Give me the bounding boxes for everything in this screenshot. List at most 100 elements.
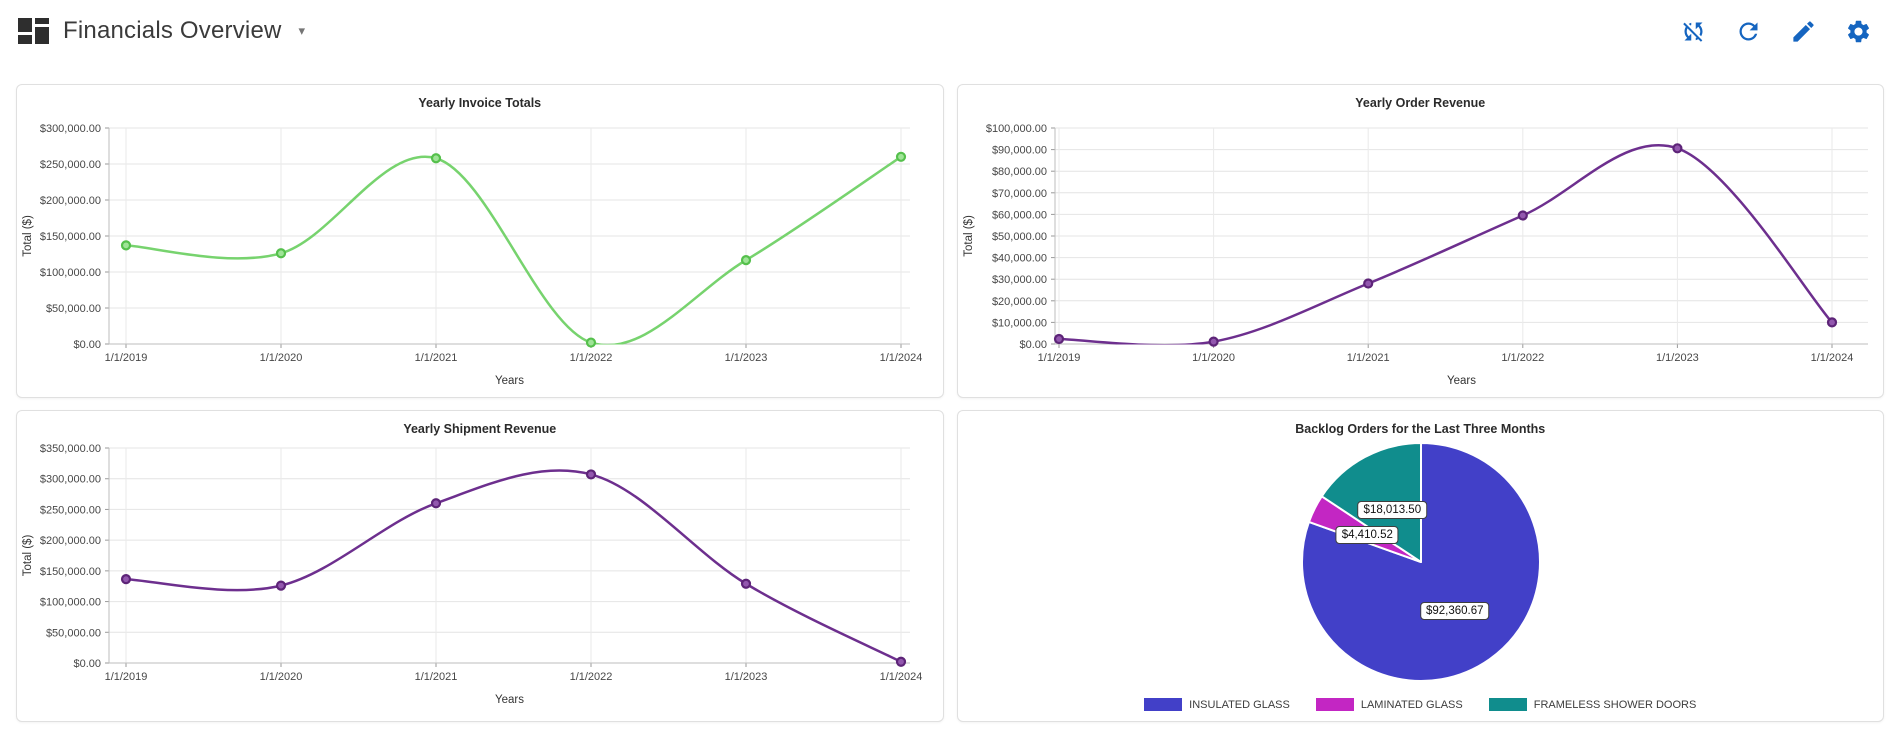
legend-label: FRAMELESS SHOWER DOORS (1533, 698, 1697, 711)
line-chart-svg: $0.00 $50,000.00 $100,000.00 $150,000.00 $20… (22, 123, 923, 387)
svg-text:$200,000.00: $200,000.00 (40, 195, 101, 207)
svg-text:$300,000.00: $300,000.00 (40, 123, 101, 135)
svg-text:$60,000.00: $60,000.00 (991, 209, 1046, 221)
svg-text:1/1/2024: 1/1/2024 (1810, 352, 1853, 364)
data-point[interactable] (740, 255, 752, 266)
legend-label: LAMINATED GLASS (1360, 698, 1463, 711)
chart-title: Yearly Shipment Revenue (403, 422, 557, 436)
dashboard-title-group: Financials Overview ▾ (18, 17, 305, 45)
data-point[interactable] (275, 580, 287, 591)
svg-text:$40,000.00: $40,000.00 (991, 253, 1046, 265)
svg-text:1/1/2024: 1/1/2024 (880, 352, 923, 364)
chart-title: Yearly Order Revenue (1355, 96, 1486, 110)
toolbar (1680, 18, 1872, 45)
svg-text:1/1/2021: 1/1/2021 (1346, 352, 1389, 364)
edit-button[interactable] (1790, 18, 1817, 45)
svg-text:1/1/2019: 1/1/2019 (1037, 352, 1080, 364)
settings-button[interactable] (1845, 18, 1872, 45)
data-point[interactable] (1208, 336, 1219, 347)
svg-text:1/1/2021: 1/1/2021 (415, 671, 458, 683)
legend-item-frameless-shower-doors[interactable]: FRAMELESS SHOWER DOORS (1488, 698, 1697, 711)
svg-text:1/1/2019: 1/1/2019 (105, 671, 148, 683)
data-line (125, 155, 902, 345)
data-point[interactable] (895, 656, 907, 667)
data-point[interactable] (1362, 278, 1373, 289)
pie-chart-backlog-orders[interactable]: $92,360.67 $4,410.52 $18,013.50 (958, 441, 1884, 683)
chart-card-yearly-invoice-totals: Yearly Invoice Totals $0.00 $50,000.00 $10… (16, 84, 944, 398)
data-point[interactable] (895, 151, 907, 162)
data-point[interactable] (585, 337, 597, 348)
svg-text:$70,000.00: $70,000.00 (991, 188, 1046, 200)
svg-text:1/1/2023: 1/1/2023 (1655, 352, 1698, 364)
svg-text:$150,000.00: $150,000.00 (40, 231, 101, 243)
svg-text:$300,000.00: $300,000.00 (40, 474, 101, 486)
legend-item-laminated-glass[interactable]: LAMINATED GLASS (1315, 698, 1463, 711)
data-line (1058, 143, 1833, 345)
svg-text:$50,000.00: $50,000.00 (46, 303, 101, 315)
pie-legend: INSULATED GLASS LAMINATED GLASS FRAMELES… (958, 698, 1884, 711)
sync-disabled-button[interactable] (1680, 18, 1707, 45)
app-header: Financials Overview ▾ (0, 0, 1900, 62)
line-chart-yearly-invoice-totals[interactable]: $0.00 $50,000.00 $100,000.00 $150,000.00 $20… (17, 85, 943, 397)
chart-card-backlog-orders: Backlog Orders for the Last Three Months… (956, 410, 1884, 722)
chart-title: Backlog Orders for the Last Three Months (1295, 422, 1546, 436)
svg-text:1/1/2022: 1/1/2022 (570, 671, 613, 683)
svg-text:$50,000.00: $50,000.00 (991, 231, 1046, 243)
svg-text:1/1/2023: 1/1/2023 (725, 671, 768, 683)
chart-title: Yearly Invoice Totals (418, 96, 542, 110)
svg-text:1/1/2020: 1/1/2020 (260, 352, 303, 364)
legend-swatch (1144, 698, 1183, 711)
svg-text:1/1/2023: 1/1/2023 (725, 352, 768, 364)
data-point[interactable] (430, 153, 442, 164)
legend-swatch (1315, 698, 1354, 711)
svg-text:Years: Years (1447, 375, 1476, 387)
legend-swatch (1488, 698, 1527, 711)
legend-label: INSULATED GLASS (1189, 698, 1290, 711)
data-point[interactable] (275, 248, 287, 259)
data-point[interactable] (1517, 210, 1528, 221)
svg-text:$100,000.00: $100,000.00 (985, 123, 1046, 135)
legend-item-insulated-glass[interactable]: INSULATED GLASS (1144, 698, 1290, 711)
svg-text:Years: Years (495, 694, 524, 706)
svg-text:$150,000.00: $150,000.00 (40, 566, 101, 578)
pie-value-label: $18,013.50 (1357, 500, 1428, 519)
dashboard-icon (18, 17, 50, 45)
svg-text:$30,000.00: $30,000.00 (991, 274, 1046, 286)
page-title: Financials Overview (63, 17, 282, 44)
refresh-button[interactable] (1735, 18, 1762, 45)
chart-card-yearly-order-revenue: Yearly Order Revenue $0.00 $10,000.00 $20,… (956, 84, 1884, 398)
svg-text:Total ($): Total ($) (22, 535, 34, 577)
edit-pencil-icon (1793, 20, 1814, 42)
data-point[interactable] (1826, 317, 1837, 328)
data-line (125, 469, 902, 663)
chart-card-yearly-shipment-revenue: Yearly Shipment Revenue $0.00 $50,000.00 $… (16, 410, 944, 722)
settings-gear-icon (1847, 20, 1870, 42)
sync-disabled-icon (1683, 22, 1703, 42)
svg-text:$10,000.00: $10,000.00 (991, 317, 1046, 329)
data-point[interactable] (430, 498, 442, 509)
svg-text:1/1/2020: 1/1/2020 (1192, 352, 1235, 364)
svg-text:Total ($): Total ($) (963, 215, 975, 257)
data-point[interactable] (120, 240, 132, 251)
pie-value-label: $92,360.67 (1419, 601, 1490, 620)
pie-chart-svg (1300, 442, 1541, 682)
data-point[interactable] (1671, 143, 1683, 154)
svg-text:$80,000.00: $80,000.00 (991, 166, 1046, 178)
title-dropdown-caret[interactable]: ▾ (298, 23, 306, 38)
svg-text:1/1/2024: 1/1/2024 (880, 671, 923, 683)
svg-text:1/1/2022: 1/1/2022 (570, 352, 613, 364)
data-point[interactable] (740, 578, 752, 589)
svg-text:1/1/2020: 1/1/2020 (260, 671, 303, 683)
svg-text:$200,000.00: $200,000.00 (40, 535, 101, 547)
svg-text:Years: Years (495, 375, 524, 387)
line-chart-yearly-shipment-revenue[interactable]: $0.00 $50,000.00 $100,000.00 $150,000.00 $20… (17, 411, 943, 721)
line-chart-svg: $0.00 $10,000.00 $20,000.00 $30,000.00 $40,0… (963, 123, 1868, 387)
svg-text:$250,000.00: $250,000.00 (40, 504, 101, 516)
data-point[interactable] (585, 469, 597, 480)
data-point[interactable] (120, 574, 132, 585)
data-point[interactable] (1053, 333, 1064, 345)
line-chart-yearly-order-revenue[interactable]: $0.00 $10,000.00 $20,000.00 $30,000.00 $40,0… (958, 85, 1884, 397)
svg-text:$20,000.00: $20,000.00 (991, 296, 1046, 308)
svg-text:$50,000.00: $50,000.00 (46, 627, 101, 639)
line-chart-svg: $0.00 $50,000.00 $100,000.00 $150,000.00 $20… (22, 443, 923, 706)
